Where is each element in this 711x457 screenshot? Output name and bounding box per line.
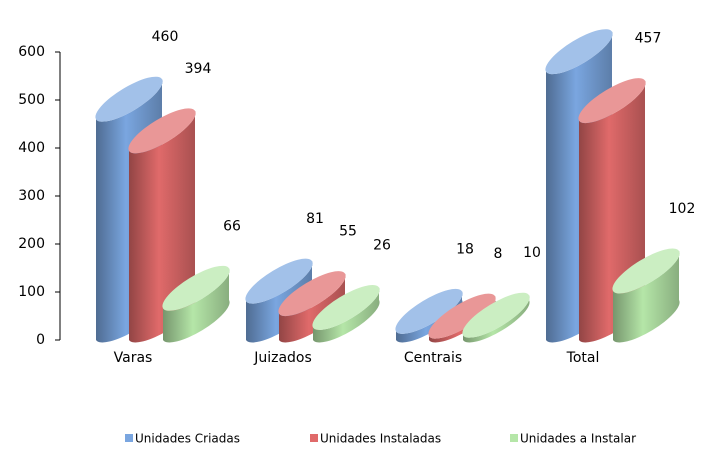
- cylinder: [313, 287, 380, 343]
- cylinder-top: [578, 78, 646, 124]
- cylinder-top: [95, 76, 163, 122]
- legend-swatch: [510, 434, 518, 442]
- cylinder-top: [462, 292, 530, 338]
- y-tick-label: 200: [18, 236, 45, 252]
- x-tick-label: Juizados: [253, 350, 312, 366]
- y-tick-label: 400: [18, 140, 45, 156]
- cylinder-top: [612, 248, 680, 294]
- cylinder: [463, 295, 530, 343]
- y-tick-label: 500: [18, 92, 45, 108]
- legend-label: Unidades Instaladas: [320, 432, 441, 446]
- value-label: 457: [635, 31, 662, 47]
- cylinder: [163, 268, 230, 343]
- legend-label: Unidades Criadas: [135, 432, 240, 446]
- value-label: 18: [456, 241, 474, 257]
- cylinder-top: [245, 258, 313, 304]
- cylinder-top: [128, 108, 196, 154]
- x-tick-label: Total: [566, 350, 600, 366]
- x-tick-label: Varas: [114, 350, 153, 366]
- y-tick-label: 600: [18, 44, 45, 60]
- cylinder: [279, 273, 346, 343]
- value-label: 102: [669, 201, 696, 217]
- value-label: 10: [523, 245, 541, 261]
- value-label: 66: [223, 218, 241, 234]
- legend-swatch: [125, 434, 133, 442]
- cylinder-top: [278, 271, 346, 317]
- legend-label: Unidades a Instalar: [520, 432, 636, 446]
- value-label: 55: [339, 224, 357, 240]
- value-label: 394: [185, 61, 212, 77]
- cylinder: [613, 251, 680, 343]
- value-label: 81: [306, 211, 324, 227]
- y-tick-label: 100: [18, 284, 45, 300]
- cylinder-top: [428, 293, 496, 339]
- legend-swatch: [310, 434, 318, 442]
- cylinder: [129, 110, 196, 343]
- x-tick-label: Centrais: [404, 350, 462, 366]
- value-label: 26: [373, 238, 391, 254]
- cylinder-top: [395, 288, 463, 334]
- value-label: 8: [494, 246, 503, 262]
- y-tick-label: 0: [36, 332, 45, 348]
- cylinder-top: [162, 265, 230, 311]
- cylinder-top: [312, 285, 380, 330]
- value-label: 460: [152, 29, 179, 45]
- cylinder-top: [545, 29, 613, 75]
- y-tick-label: 300: [18, 188, 45, 204]
